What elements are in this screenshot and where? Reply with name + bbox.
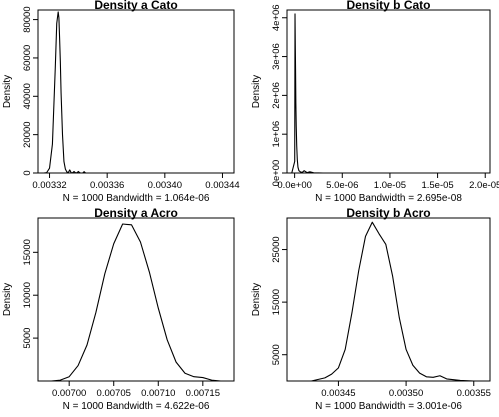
- panel-title: Density b Cato: [346, 0, 430, 12]
- density-curve: [291, 13, 487, 174]
- x-tick-label: 1.5e-05: [421, 180, 453, 191]
- y-tick-label: 1e+06: [271, 121, 282, 148]
- x-tick-label: 0.00710: [141, 388, 175, 399]
- y-tick-label: 2e+06: [271, 82, 282, 109]
- plot-frame: [37, 9, 235, 174]
- panel-title: Density a Acro: [94, 206, 178, 220]
- x-tick-label: 5.0e-06: [326, 180, 358, 191]
- panel-2: Density b Cato 0.0e+00 5.0e-06 1.0e-05 1.5e-…: [251, 0, 499, 204]
- density-curve: [311, 221, 474, 382]
- y-tick-label: 10000: [22, 282, 33, 308]
- y-axis-label: Density: [2, 75, 13, 108]
- x-tick-label: 0.00355: [457, 388, 491, 399]
- y-tick-label: 0: [22, 170, 33, 175]
- x-tick-label: 0.00340: [148, 180, 182, 191]
- x-tick-label: 0.00700: [52, 388, 86, 399]
- panel-title: Density a Cato: [94, 0, 177, 12]
- y-tick-label: 5000: [271, 344, 282, 365]
- x-tick-label: 0.00345: [321, 388, 355, 399]
- x-tick-label: 0.0e+00: [277, 180, 312, 191]
- x-axis-label: N = 1000 Bandwidth = 2.695e-08: [315, 193, 462, 204]
- y-tick-label: 80000: [22, 6, 33, 32]
- density-curve: [43, 11, 87, 174]
- x-tick-label: 0.00336: [90, 180, 124, 191]
- y-tick-label: 40000: [22, 83, 33, 109]
- y-tick-label: 15000: [22, 239, 33, 265]
- y-axis-label: Density: [2, 283, 13, 316]
- plot-frame: [286, 217, 491, 382]
- y-tick-label: 3e+06: [271, 43, 282, 70]
- x-axis-label: N = 1000 Bandwidth = 1.064e-06: [63, 193, 210, 204]
- panel-1: Density a Cato 0.00332 0.00336 0.00340 0.003…: [2, 0, 240, 204]
- plot-frame: [286, 9, 491, 174]
- panel-4: Density b Acro 0.00345 0.00350 0.00355 5000 1…: [251, 206, 491, 412]
- x-tick-label: 0.00705: [97, 388, 131, 399]
- x-tick-label: 0.00332: [32, 180, 66, 191]
- y-tick-label: 15000: [271, 289, 282, 315]
- y-tick-label: 5000: [22, 328, 33, 349]
- y-axis-label: Density: [251, 283, 262, 316]
- y-axis-label: Density: [251, 75, 262, 108]
- x-tick-label: 1.0e-05: [374, 180, 406, 191]
- panel-3: Density a Acro 0.00700 0.00705 0.00710 0.007…: [2, 206, 235, 412]
- x-axis-label: N = 1000 Bandwidth = 3.001e-06: [315, 401, 462, 412]
- y-tick-label: 25000: [271, 236, 282, 262]
- panel-title: Density b Acro: [346, 206, 430, 220]
- y-tick-label: 60000: [22, 45, 33, 71]
- density-curve: [51, 223, 221, 382]
- plot-frame: [37, 217, 235, 382]
- x-axis-label: N = 1000 Bandwidth = 4.622e-06: [63, 401, 210, 412]
- y-tick-label: 4e+06: [271, 4, 282, 31]
- y-tick-label: 20000: [22, 121, 33, 147]
- x-tick-label: 0.00350: [389, 388, 423, 399]
- x-tick-label: 0.00344: [205, 180, 239, 191]
- x-tick-label: 2.0e-05: [469, 180, 499, 191]
- y-tick-label: 0e+00: [271, 160, 282, 187]
- x-tick-label: 0.00715: [186, 388, 220, 399]
